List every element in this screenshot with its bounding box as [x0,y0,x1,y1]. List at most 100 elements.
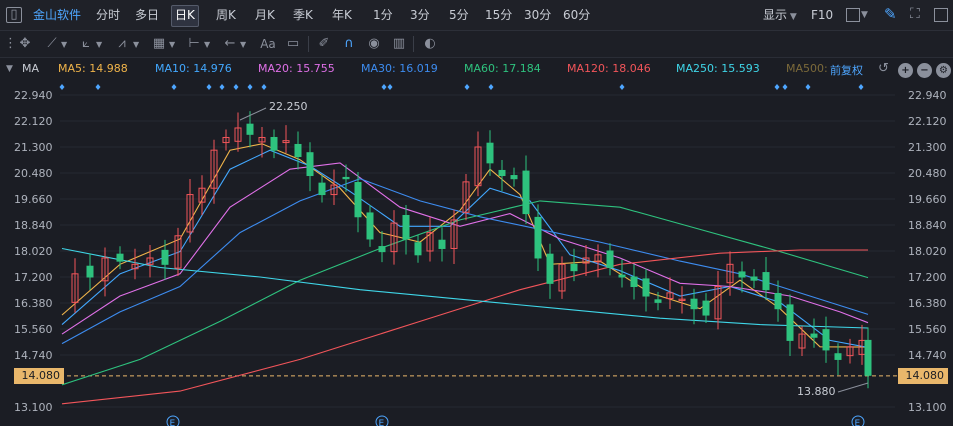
event-diamond-icon[interactable] [219,84,225,90]
period-tab-15min[interactable]: 15分 [485,8,513,22]
eraser-icon[interactable]: ✐ [318,36,330,51]
event-diamond-icon[interactable] [805,84,811,90]
event-diamond-icon[interactable] [233,84,239,90]
price-adjust-toggle[interactable]: 前复权 [830,64,863,77]
comment-icon[interactable]: ▭ [286,36,300,51]
period-tab-monthly-k[interactable]: 月K [255,8,275,22]
event-diamond-icon[interactable] [381,84,387,90]
remove-indicator-icon[interactable]: − [917,63,932,78]
period-tab-multiday[interactable]: 多日 [135,8,160,22]
y-axis-tick-right: 16.380 [908,297,947,310]
ma250-line [61,247,869,329]
drag-handle-icon[interactable]: ⋮ [4,36,17,51]
range-tool-icon[interactable]: ⊢ [188,36,200,51]
event-diamond-icon[interactable] [247,84,253,90]
arrow-tool-icon[interactable]: ← [224,36,236,51]
window-icon[interactable] [934,8,948,22]
range-tool-chevron-icon[interactable]: ▼ [204,40,211,49]
event-diamond-icon[interactable] [774,84,780,90]
y-axis-tick-left: 13.100 [14,401,53,414]
candle-body [116,253,124,262]
candle-body [558,263,566,292]
period-tab-quarterly-k[interactable]: 季K [293,8,313,22]
candle-body [498,169,506,177]
event-diamond-icon[interactable] [387,84,393,90]
chevron-down-icon: ▼ [787,12,797,22]
eye-icon[interactable]: ◉ [368,36,380,51]
kline-chart[interactable]: E E E 22.940 22.120 21.300 20.480 19.660 18.840… [0,80,953,426]
event-diamond-icon[interactable] [782,84,788,90]
period-tab-intraday[interactable]: 分时 [96,8,121,22]
period-tab-1min[interactable]: 1分 [373,8,393,22]
current-price-tag-left: 14.080 [14,368,64,384]
period-tab-3min[interactable]: 3分 [410,8,430,22]
fullscreen-icon[interactable]: ⛶ [910,6,920,22]
candle-body [762,272,770,291]
period-tab-daily-k[interactable]: 日K [171,5,199,27]
event-e-icon[interactable] [375,415,389,426]
period-tab-yearly-k[interactable]: 年K [332,8,352,22]
grid-tool-icon[interactable]: ▦ [152,36,166,51]
candle-body [438,239,446,249]
magnet-icon[interactable]: ∩ [344,36,354,51]
layout-chevron-down-icon[interactable]: ▼ [861,10,868,20]
ray-tool-chevron-icon[interactable]: ▼ [96,40,103,49]
candle-body [161,249,169,265]
arrow-tool-chevron-icon[interactable]: ▼ [240,40,247,49]
y-axis-tick-left: 18.840 [14,219,53,232]
event-diamond-icon[interactable] [261,84,267,90]
y-axis-tick-left: 15.560 [14,323,53,336]
y-axis-tick-left: 19.660 [14,193,53,206]
display-menu[interactable]: 显示 ▼ [760,5,800,25]
event-diamond-icon[interactable] [59,84,65,90]
event-diamond-icon[interactable] [206,84,212,90]
brush-icon[interactable]: ✎ [884,5,897,23]
wave-tool-chevron-icon[interactable]: ▼ [133,40,140,49]
candle-body [186,194,194,233]
collapse-chevron-icon[interactable]: ▼ [6,64,13,74]
ma-indicator-label[interactable]: MA [22,62,40,75]
text-tool-icon[interactable]: Aa [260,37,276,51]
trash-icon[interactable]: ▥ [392,36,406,51]
high-annotation-leader [239,107,267,121]
event-diamond-icon[interactable] [95,84,101,90]
wave-tool-icon[interactable]: ⩘ [118,36,126,51]
period-tab-weekly-k[interactable]: 周K [216,8,236,22]
event-diamond-icon[interactable] [171,84,177,90]
stock-name-tab[interactable]: 金山软件 [33,8,82,22]
undo-icon[interactable]: ↺ [878,61,889,76]
candle-body [690,298,698,310]
candle-body [654,299,662,303]
event-diamond-icon[interactable] [858,84,864,90]
ma20-line [61,162,869,335]
y-axis-tick-right: 19.660 [908,193,947,206]
candle-body [810,333,818,338]
ray-tool-icon[interactable]: ⟀ [82,36,90,51]
sidebar-toggle-icon[interactable]: ▯ [6,7,22,23]
f10-button[interactable]: F10 [811,8,834,22]
line-tool-chevron-icon[interactable]: ▼ [61,40,68,49]
crosshair-icon[interactable]: ✥ [19,36,31,51]
indicator-settings-icon[interactable]: ⚙ [936,63,951,78]
grid-tool-chevron-icon[interactable]: ▼ [169,40,176,49]
event-e-icon[interactable] [166,415,180,426]
add-indicator-icon[interactable]: + [898,63,913,78]
y-axis-tick-left: 18.020 [14,245,53,258]
candle-body [330,184,338,196]
line-tool-icon[interactable]: ⟋ [47,36,57,51]
event-diamond-icon[interactable] [488,84,494,90]
period-tab-5min[interactable]: 5分 [449,8,469,22]
candle-body [450,219,458,249]
period-tab-60min[interactable]: 60分 [563,8,591,22]
event-diamond-icon[interactable] [619,84,625,90]
event-diamond-icon[interactable] [464,84,470,90]
event-e-icon[interactable] [851,415,865,426]
period-tab-30min[interactable]: 30分 [524,8,552,22]
toggle-visibility-icon[interactable]: ◐ [424,36,436,51]
candle-body [618,274,626,278]
layout-checkbox-icon[interactable] [846,8,860,22]
candle-body [366,212,374,240]
kline-chart-canvas[interactable]: E E E 22.940 22.120 21.300 20.480 19.660 18.840… [0,80,953,426]
y-axis-tick-left: 22.120 [14,115,53,128]
candle-body [678,298,686,301]
